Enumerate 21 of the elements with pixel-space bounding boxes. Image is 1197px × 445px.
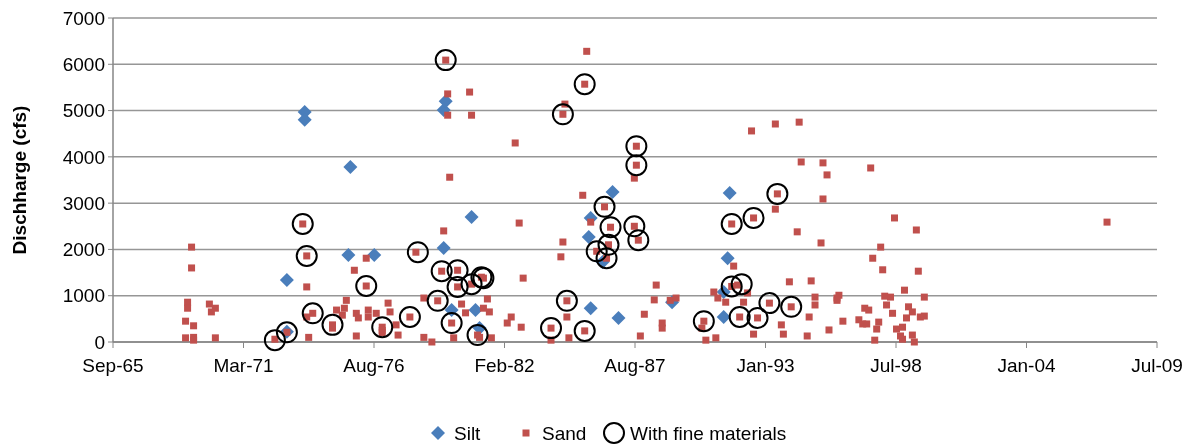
y-tick-label: 7000	[62, 7, 105, 29]
y-tick-label: 1000	[62, 285, 105, 307]
y-axis-title: Dischharge (cfs)	[9, 105, 30, 255]
x-tick-label: Feb-82	[474, 355, 535, 376]
x-tick-label: Aug-76	[343, 355, 405, 376]
legend-label: Silt	[454, 422, 482, 444]
x-tick-label: Sep-65	[82, 355, 144, 376]
legend-label: With fine materials	[630, 422, 787, 444]
x-tick-label: Jan-93	[736, 355, 795, 376]
x-tick-label: Mar-71	[213, 355, 274, 376]
x-tick-label: Aug-87	[604, 355, 666, 376]
x-tick-label: Jul-98	[870, 355, 922, 376]
y-tick-label: 4000	[62, 146, 105, 168]
y-tick-label: 2000	[62, 239, 105, 261]
x-tick-label: Jan-04	[997, 355, 1056, 376]
x-tick-label: Jul-09	[1131, 355, 1183, 376]
y-tick-label: 5000	[62, 100, 105, 122]
y-tick-label: 3000	[62, 192, 105, 214]
y-tick-label: 0	[94, 331, 105, 353]
legend-label: Sand	[542, 422, 587, 444]
y-tick-label: 6000	[62, 53, 105, 75]
